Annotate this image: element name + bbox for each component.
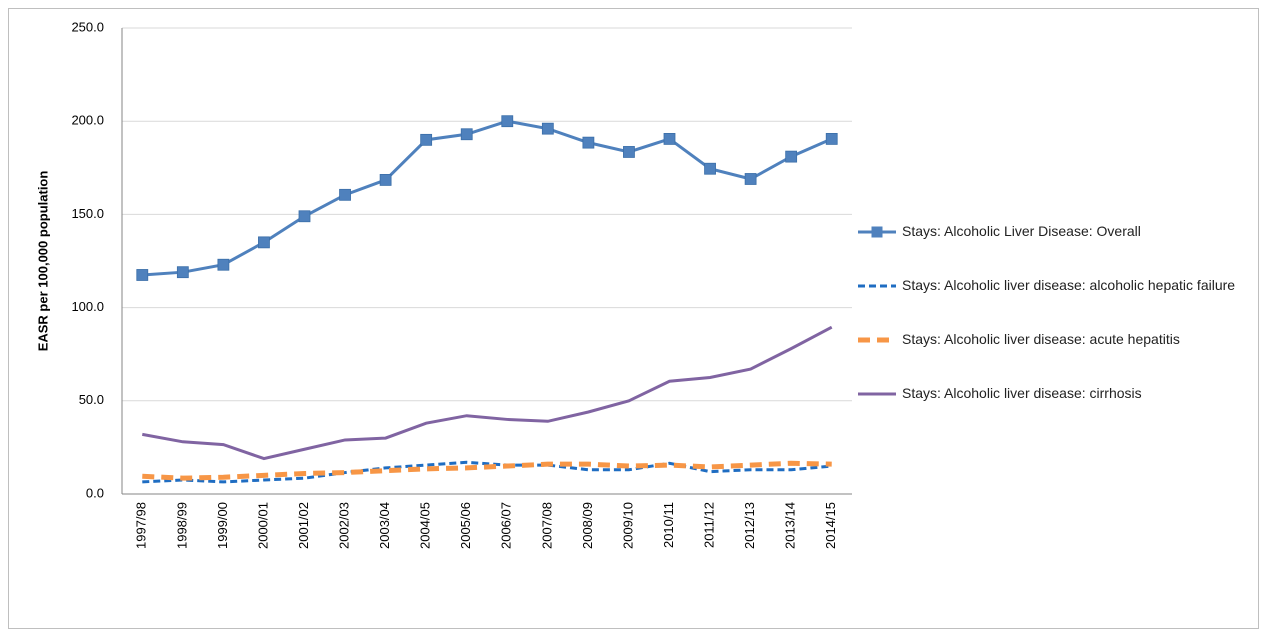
x-tick-label: 2001/02 [296,502,311,549]
marker [825,133,838,145]
x-tick-label: 2006/07 [499,502,514,549]
chart-border [8,8,1259,629]
marker [541,122,554,135]
marker [501,115,514,128]
x-tick-label: 2008/09 [580,502,595,549]
series-line [142,119,833,277]
x-tick-label: 2009/10 [620,502,635,549]
marker [582,136,595,149]
x-tick-label: 2011/12 [701,502,716,548]
legend-label: Stays: Alcoholic Liver Disease: Overall [902,223,1141,239]
marker [420,133,433,146]
y-tick-label: 0.0 [86,485,104,500]
marker [176,266,189,279]
legend-item: Stays: Alcoholic liver disease: acute he… [856,328,1256,372]
marker [339,188,351,201]
legend-item: Stays: Alcoholic Liver Disease: Overall [856,220,1256,264]
marker [460,128,473,141]
legend-label: Stays: Alcoholic liver disease: cirrhosi… [902,385,1142,401]
x-tick-label: 1999/00 [215,502,230,549]
x-tick-label: 2005/06 [458,502,473,549]
x-tick-label: 2010/11 [661,502,676,548]
x-tick-label: 2014/15 [823,502,838,549]
legend: Stays: Alcoholic Liver Disease: Overall S… [856,220,1256,436]
y-tick-label: 50.0 [79,392,104,407]
marker [704,162,716,175]
x-tick-label: 2002/03 [336,502,351,549]
x-tick-label: 2012/13 [742,502,757,549]
marker [217,258,230,271]
marker [136,269,149,281]
legend-item: Stays: Alcoholic liver disease: cirrhosi… [856,382,1256,426]
legend-item: Stays: Alcoholic liver disease: alcoholi… [856,274,1256,318]
marker [258,236,270,249]
x-tick-label: 1997/98 [134,502,149,549]
x-tick-label: 2013/14 [783,502,798,549]
marker [623,146,635,158]
series-line [142,460,832,481]
legend-swatch [858,392,896,396]
legend-label: Stays: Alcoholic liver disease: acute he… [902,331,1180,347]
x-tick-label: 2004/05 [418,502,433,549]
legend-label: Stays: Alcoholic liver disease: alcoholi… [902,277,1236,293]
y-tick-label: 100.0 [71,299,104,314]
series-line [142,325,833,461]
legend-swatch [858,226,896,238]
y-tick-label: 250.0 [71,19,104,34]
legend-swatch [858,284,896,288]
marker [298,210,311,223]
x-tick-label: 2000/01 [255,502,270,549]
marker [379,174,392,186]
legend-marker [871,226,883,238]
marker [744,173,757,185]
x-tick-label: 2007/08 [539,502,554,549]
legend-swatch [858,337,896,343]
y-tick-label: 200.0 [71,113,104,128]
marker [785,150,798,163]
y-axis-label: EASR per 100,000 population [35,171,50,352]
x-tick-label: 2003/04 [377,502,392,549]
series-line [142,460,832,484]
x-tick-label: 1998/99 [174,502,189,549]
y-tick-label: 150.0 [71,206,104,221]
marker [663,133,676,145]
